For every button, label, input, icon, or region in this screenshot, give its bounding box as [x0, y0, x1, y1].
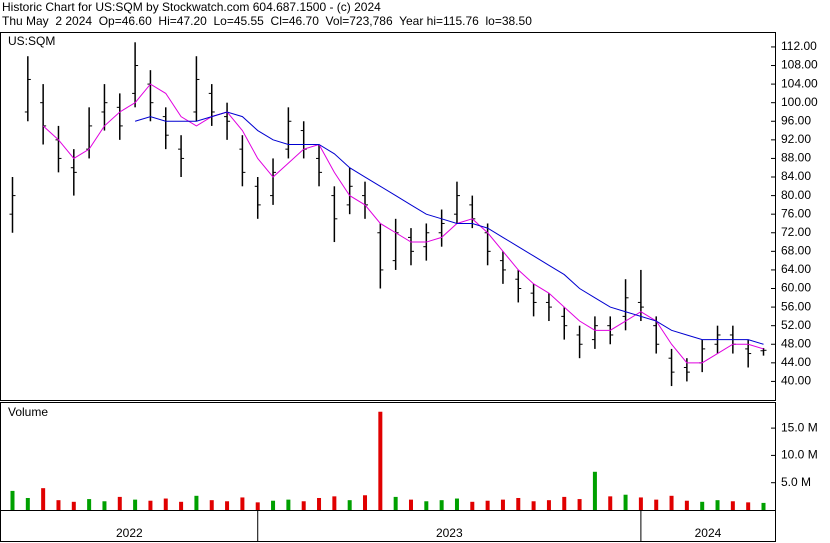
header-line: Historic Chart for US:SQM by Stockwatch.…	[2, 0, 381, 14]
volume-bar	[286, 499, 291, 510]
y-tick-label: 64.00	[781, 262, 811, 276]
volume-bar	[500, 499, 505, 510]
y-tick-label: 100.00	[781, 95, 818, 109]
volume-bar	[71, 501, 76, 510]
volume-bar	[424, 501, 429, 510]
y-tick-label: 44.00	[781, 355, 811, 369]
y-tick-label: 68.00	[781, 244, 811, 258]
y-tick-label: 84.00	[781, 169, 811, 183]
volume-bar	[546, 500, 551, 510]
volume-bar	[133, 499, 138, 510]
y-tick-label: 80.00	[781, 188, 811, 202]
y-tick-label: 112.00	[781, 39, 817, 53]
volume-bar	[408, 499, 413, 510]
volume-tick-label: 15.0 M	[781, 420, 818, 434]
volume-tick-label: 5.0 M	[781, 475, 811, 489]
volume-bar	[332, 496, 337, 510]
volume-bar	[179, 501, 184, 510]
volume-bar	[761, 502, 766, 510]
volume-bar	[209, 500, 214, 510]
volume-bar	[148, 500, 153, 510]
volume-bar	[439, 500, 444, 510]
y-tick-label: 88.00	[781, 151, 811, 165]
moving-average	[134, 111, 764, 345]
volume-bar	[562, 496, 567, 510]
volume-bar	[56, 500, 61, 510]
volume-bar	[117, 496, 122, 510]
volume-bar	[10, 490, 15, 510]
volume-bar	[623, 494, 628, 510]
y-tick-label: 56.00	[781, 299, 811, 313]
volume-bar	[516, 497, 521, 510]
volume-tick-label: 10.0 M	[781, 448, 818, 462]
y-tick-label: 60.00	[781, 281, 811, 295]
year-label: 2023	[436, 526, 463, 540]
volume-bar	[25, 497, 30, 510]
y-tick-label: 104.00	[781, 76, 818, 90]
volume-bar	[470, 501, 475, 510]
volume-bar	[41, 488, 46, 510]
volume-label: Volume	[8, 405, 48, 419]
price-panel	[0, 32, 776, 401]
volume-bar	[485, 500, 490, 510]
volume-bar	[240, 497, 245, 510]
y-tick-label: 52.00	[781, 318, 811, 332]
volume-bar	[102, 501, 107, 510]
header-line: Thu May 2 2024 Op=46.60 Hi=47.20 Lo=45.5…	[2, 14, 532, 28]
volume-bar	[654, 499, 659, 510]
volume-bar	[194, 495, 199, 510]
volume-bar	[301, 501, 306, 510]
volume-bar	[700, 501, 705, 510]
volume-bar	[393, 496, 398, 510]
volume-bar	[163, 498, 168, 510]
volume-bar	[454, 498, 459, 510]
volume-bar	[378, 411, 383, 510]
year-label: 2022	[116, 526, 143, 540]
symbol-label: US:SQM	[8, 34, 55, 48]
y-tick-label: 40.00	[781, 374, 811, 388]
volume-bar	[577, 499, 582, 510]
y-tick-label: 76.00	[781, 206, 811, 220]
volume-bar	[746, 502, 751, 510]
volume-bar	[87, 499, 92, 510]
volume-bar	[592, 471, 597, 510]
volume-bar	[531, 501, 536, 510]
volume-bar	[638, 497, 643, 510]
volume-bar	[608, 496, 613, 510]
volume-bar	[669, 495, 674, 510]
y-tick-label: 72.00	[781, 225, 811, 239]
volume-bar	[363, 495, 368, 510]
year-label: 2024	[695, 526, 722, 540]
y-tick-label: 108.00	[781, 58, 818, 72]
volume-bar	[347, 500, 352, 510]
volume-bar	[730, 501, 735, 510]
volume-bar	[271, 500, 276, 510]
time-panel	[0, 510, 776, 542]
moving-average	[42, 83, 764, 364]
volume-bar	[715, 500, 720, 510]
volume-bar	[255, 502, 260, 510]
y-tick-label: 48.00	[781, 336, 811, 350]
volume-bar	[684, 500, 689, 510]
volume-bar	[225, 501, 230, 510]
volume-bar	[317, 497, 322, 510]
y-tick-label: 96.00	[781, 113, 811, 127]
y-tick-label: 92.00	[781, 132, 811, 146]
